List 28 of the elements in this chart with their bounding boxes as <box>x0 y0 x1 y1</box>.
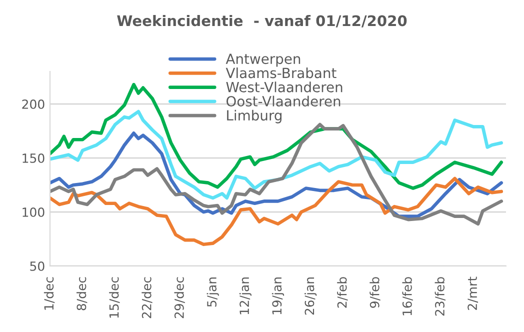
legend-label: Vlaams-Brabant <box>226 67 336 78</box>
x-tick-label: 22/dec <box>142 277 152 318</box>
x-tick-label: 29/dec <box>174 277 185 318</box>
y-tick-label: 50 <box>30 261 44 271</box>
legend-label: West-Vlaanderen <box>226 82 342 92</box>
x-tick-label: 15/dec <box>109 277 120 318</box>
x-tick-label: 26/jan <box>304 277 317 315</box>
y-tick-label: 100 <box>22 207 44 217</box>
x-tick-label: 5/jan <box>206 277 219 307</box>
y-tick-label: 200 <box>22 99 44 109</box>
line-series <box>50 110 504 200</box>
x-tick-label: 8/dec <box>76 277 88 310</box>
x-tick-label: 1/dec <box>44 277 55 310</box>
chart-title: Weekincidentie - vanaf 01/12/2020 <box>117 14 407 28</box>
legend-label: Limburg <box>227 110 282 124</box>
x-tick-label: 9/feb <box>370 277 380 308</box>
line-series <box>50 176 504 246</box>
x-tick-label: 2/feb <box>337 277 348 308</box>
legend-label: Oost-Vlaanderen <box>226 96 340 106</box>
line-series <box>50 122 504 226</box>
x-tick-label: 23/feb <box>434 277 446 316</box>
x-tick-label: 2/mrt <box>468 276 478 310</box>
legend-label: Antwerpen <box>226 54 300 67</box>
y-tick-label: 150 <box>22 153 44 163</box>
x-tick-label: 19/jan <box>272 277 284 314</box>
x-tick-label: 16/feb <box>402 277 413 316</box>
x-tick-label: 12/jan <box>239 277 252 314</box>
line-series <box>50 82 504 190</box>
